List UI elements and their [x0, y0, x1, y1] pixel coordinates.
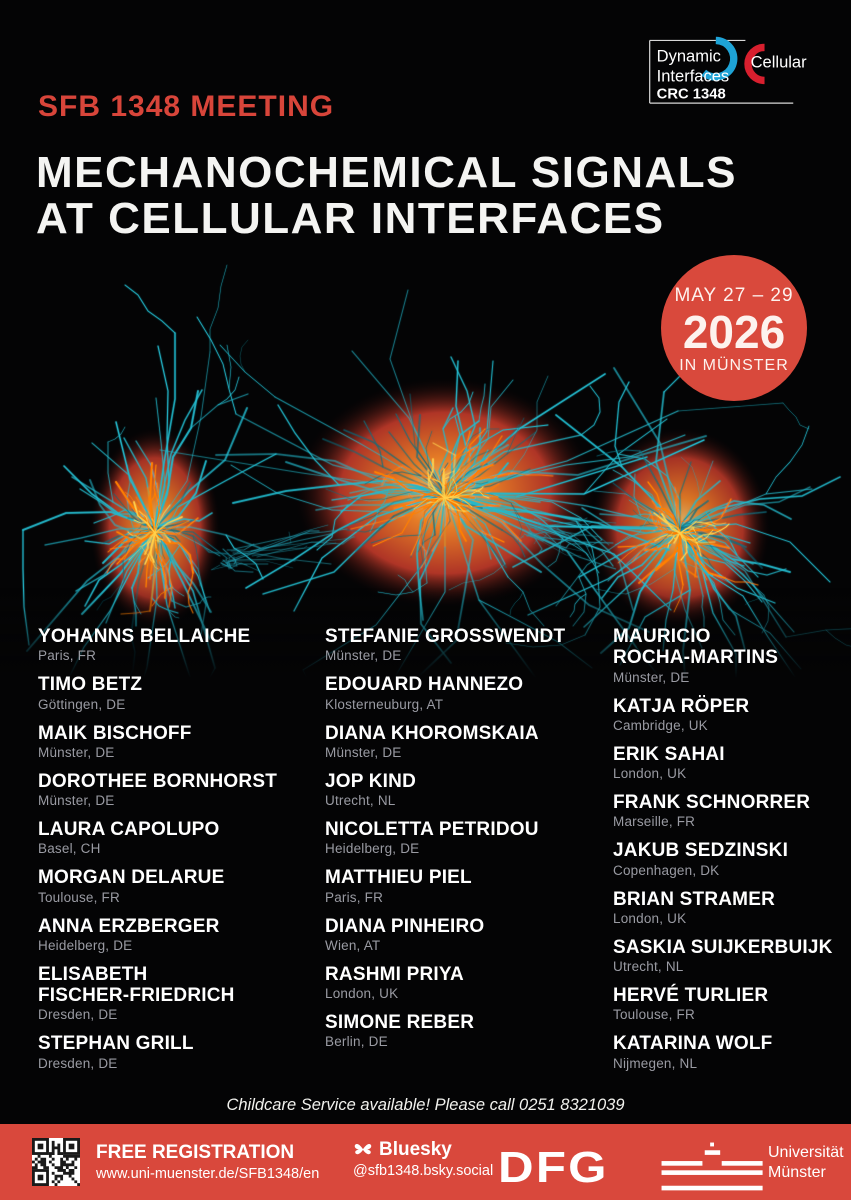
svg-text:Interfaces: Interfaces [657, 66, 730, 85]
svg-text:Dynamic: Dynamic [657, 46, 721, 65]
svg-text:CRC 1348: CRC 1348 [657, 87, 726, 103]
svg-text:Cellular: Cellular [751, 52, 807, 71]
